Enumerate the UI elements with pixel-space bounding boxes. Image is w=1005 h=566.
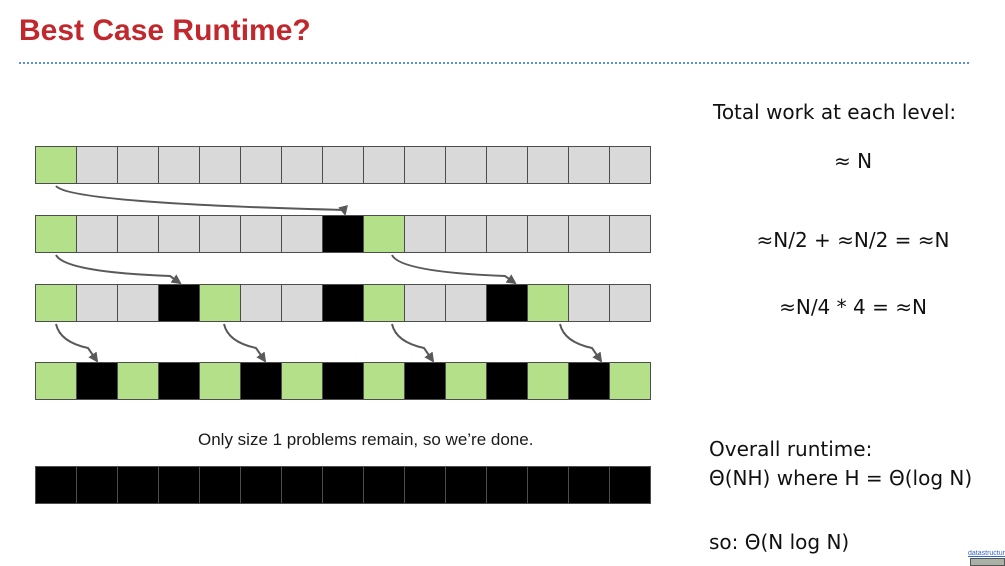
array-cell-gray [158, 215, 200, 253]
overall-runtime-formula: Θ(NH) where H = Θ(log N) [709, 466, 973, 490]
array-cell-gray [568, 215, 610, 253]
level-1-work: ≈ N [833, 149, 873, 173]
array-cell-black [117, 466, 159, 504]
level-3-work: ≈N/4 * 4 = ≈N [779, 295, 927, 319]
array-cell-black [158, 284, 200, 322]
level-2-work: ≈N/2 + ≈N/2 = ≈N [756, 228, 950, 252]
array-cell-green [363, 284, 405, 322]
array-cell-black [322, 466, 364, 504]
array-row-level-3 [35, 284, 651, 324]
array-cell-gray [445, 215, 487, 253]
array-cell-black [281, 466, 323, 504]
array-cell-black [568, 466, 610, 504]
footer-link[interactable]: datastructur [968, 550, 1005, 557]
array-cell-green [35, 146, 77, 184]
work-heading: Total work at each level: [713, 100, 957, 124]
array-cell-green [445, 362, 487, 400]
array-cell-gray [609, 284, 651, 322]
array-cell-black [404, 466, 446, 504]
array-cell-gray [363, 146, 405, 184]
pivot-arrow [391, 323, 435, 363]
title-divider [19, 62, 969, 64]
array-cell-gray [527, 215, 569, 253]
array-cell-black [527, 466, 569, 504]
array-cell-gray [527, 146, 569, 184]
license-badge [970, 558, 1005, 566]
array-cell-gray [445, 146, 487, 184]
partition-arrows [55, 185, 603, 363]
array-cell-gray [117, 215, 159, 253]
array-cell-gray [158, 146, 200, 184]
array-row-level-4 [35, 362, 651, 402]
array-cell-gray [568, 284, 610, 322]
array-cell-black [486, 466, 528, 504]
array-row-level-1 [35, 146, 651, 186]
overall-runtime-label: Overall runtime: [709, 437, 873, 461]
array-row-final [35, 466, 651, 506]
pivot-arrow [559, 323, 603, 363]
array-cell-black [76, 466, 118, 504]
array-cell-black [363, 466, 405, 504]
array-cell-green [35, 284, 77, 322]
array-cell-green [363, 362, 405, 400]
array-cell-gray [609, 215, 651, 253]
runtime-conclusion: so: Θ(N log N) [709, 530, 850, 554]
pivot-arrow [55, 254, 182, 285]
array-cell-gray [609, 146, 651, 184]
array-cell-gray [404, 284, 446, 322]
pivot-arrow [391, 254, 517, 285]
array-cell-black [568, 362, 610, 400]
array-cell-gray [199, 215, 241, 253]
pivot-arrow [55, 323, 99, 363]
array-cell-gray [281, 215, 323, 253]
pivot-arrow [223, 323, 267, 363]
array-cell-gray [240, 146, 282, 184]
slide-title: Best Case Runtime? [19, 14, 311, 47]
array-cell-green [281, 362, 323, 400]
done-caption: Only size 1 problems remain, so we’re do… [198, 430, 534, 449]
array-cell-black [322, 284, 364, 322]
array-cell-black [322, 362, 364, 400]
array-cell-gray [281, 146, 323, 184]
array-cell-black [158, 466, 200, 504]
array-cell-green [199, 284, 241, 322]
array-cell-green [35, 215, 77, 253]
array-cell-green [609, 362, 651, 400]
array-row-level-2 [35, 215, 651, 255]
array-cell-gray [117, 284, 159, 322]
array-cell-black [199, 466, 241, 504]
array-cell-gray [76, 215, 118, 253]
pivot-arrow [55, 185, 348, 216]
array-cell-gray [76, 284, 118, 322]
array-cell-gray [281, 284, 323, 322]
array-cell-green [35, 362, 77, 400]
array-cell-green [527, 284, 569, 322]
array-cell-black [486, 362, 528, 400]
array-cell-black [609, 466, 651, 504]
array-cell-green [117, 362, 159, 400]
array-cell-black [240, 466, 282, 504]
array-cell-black [35, 466, 77, 504]
array-cell-black [445, 466, 487, 504]
array-cell-green [199, 362, 241, 400]
array-cell-gray [117, 146, 159, 184]
array-cell-gray [486, 146, 528, 184]
